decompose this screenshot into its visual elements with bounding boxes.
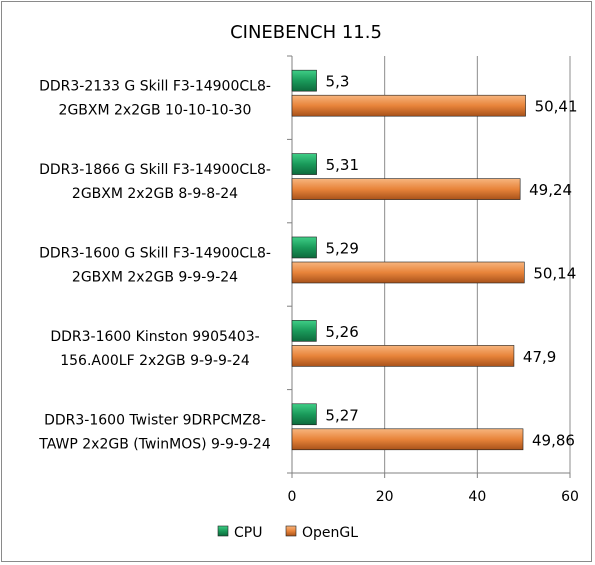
category-label: DDR3-1600 G Skill F3-14900CL8- (39, 246, 271, 262)
bar-opengl (291, 428, 524, 451)
legend-swatch-cpu (217, 525, 229, 537)
x-tick-label: 60 (561, 489, 579, 505)
category-label: 2GBXM 2x2GB 9-9-9-24 (72, 270, 238, 286)
x-tick-label: 20 (376, 489, 394, 505)
category-label: 2GBXM 2x2GB 8-9-8-24 (72, 186, 238, 202)
data-label-opengl: 50,41 (535, 98, 578, 116)
category-label: DDR3-1600 Twister 9DRPCMZ8- (44, 412, 266, 428)
x-tick-labels: 0 20 40 60 (288, 489, 579, 505)
bar-opengl (291, 94, 526, 117)
bar-cpu (291, 153, 317, 175)
data-labels: 5,3 50,41 5,31 49,24 5,29 50,14 5,26 47,9 5,27 49… (325, 73, 577, 450)
data-label-cpu: 5,29 (326, 239, 359, 257)
category-label: DDR3-1600 Kinston 9905403- (50, 329, 259, 345)
x-tick-label: 0 (288, 489, 297, 505)
data-label-cpu: 5,31 (326, 156, 359, 174)
data-label-cpu: 5,3 (326, 73, 350, 91)
bar-cpu (291, 403, 317, 426)
x-tick-label: 40 (468, 489, 486, 505)
data-label-cpu: 5,27 (325, 406, 358, 424)
legend-label-opengl: OpenGL (302, 525, 358, 541)
data-label-opengl: 49,24 (529, 181, 572, 199)
legend-label-cpu: CPU (234, 525, 262, 541)
bar-opengl (291, 178, 521, 200)
chart-title: CINEBENCH 11.5 (230, 22, 382, 43)
bar-opengl (291, 345, 515, 367)
category-label: TAWP 2x2GB (TwinMOS) 9-9-9-24 (38, 436, 271, 452)
category-label: 156.A00LF 2x2GB 9-9-9-24 (60, 353, 250, 369)
category-label: DDR3-1866 G Skill F3-14900CL8- (39, 162, 271, 178)
bar-cpu (291, 320, 317, 342)
data-label-opengl: 47,9 (523, 348, 556, 366)
legend-swatch-opengl (285, 525, 297, 537)
legend: CPU OpenGL (217, 525, 358, 541)
category-label: DDR3-2133 G Skill F3-14900CL8- (39, 79, 271, 95)
bar-opengl (291, 261, 525, 284)
data-label-opengl: 49,86 (532, 431, 575, 449)
data-label-opengl: 50,14 (533, 264, 576, 282)
bar-cpu (291, 236, 317, 259)
bar-cpu (291, 69, 317, 92)
category-labels: DDR3-2133 G Skill F3-14900CL8- 2GBXM 2x2G… (38, 79, 271, 453)
data-label-cpu: 5,26 (325, 323, 358, 341)
bars (291, 69, 526, 451)
category-label: 2GBXM 2x2GB 10-10-10-30 (59, 103, 252, 119)
